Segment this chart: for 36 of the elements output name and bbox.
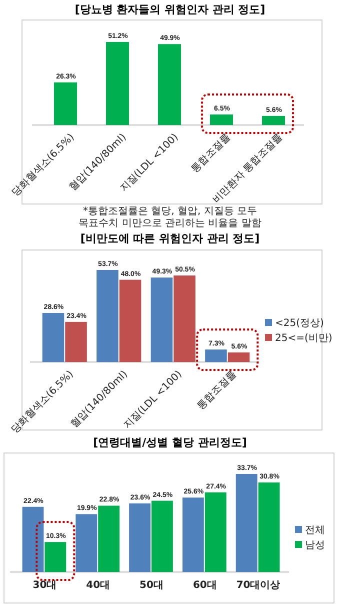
bar xyxy=(152,500,173,572)
chart-title: [당뇨병 환자들의 위험인자 관리 정도] xyxy=(74,3,266,16)
x-tick-label: 70대이상 xyxy=(236,580,280,591)
bar xyxy=(205,349,227,362)
bar xyxy=(22,506,44,572)
bar xyxy=(106,42,129,125)
chart-title: [비만도에 따른 위험인자 관리 정도] xyxy=(80,232,260,245)
x-tick-label: 30대 xyxy=(32,580,57,591)
text: *통합조절률은 혈당, 혈압, 지질등 모두 목표수치 미만으로 관리하는 비율을 말함 xyxy=(78,206,262,229)
bar xyxy=(262,116,285,125)
bar xyxy=(119,280,142,362)
bar xyxy=(129,503,150,572)
bar xyxy=(204,492,226,572)
bar xyxy=(210,114,233,125)
bar xyxy=(236,474,258,572)
bar xyxy=(98,506,120,572)
x-tick-label: 60대 xyxy=(192,580,217,591)
legend-label: 전체 xyxy=(305,525,325,536)
legend-label: 남성 xyxy=(305,540,325,551)
bar xyxy=(42,313,64,362)
bar xyxy=(258,482,280,572)
chart-title: [연령대별/성별 혈당 관리정도] xyxy=(93,436,247,449)
bar xyxy=(44,542,66,572)
legend-label: 25<=(비만) xyxy=(275,333,332,344)
bar xyxy=(65,322,87,362)
bar xyxy=(54,82,77,125)
x-tick-label: 40대 xyxy=(86,580,110,591)
bar xyxy=(96,270,118,362)
bar xyxy=(150,278,173,362)
bar xyxy=(76,514,98,572)
bar xyxy=(174,275,196,362)
bar xyxy=(158,44,181,125)
legend-label: <25(정상) xyxy=(275,318,324,329)
bar xyxy=(182,498,204,572)
bar xyxy=(228,352,250,362)
x-tick-label: 50대 xyxy=(140,580,164,591)
